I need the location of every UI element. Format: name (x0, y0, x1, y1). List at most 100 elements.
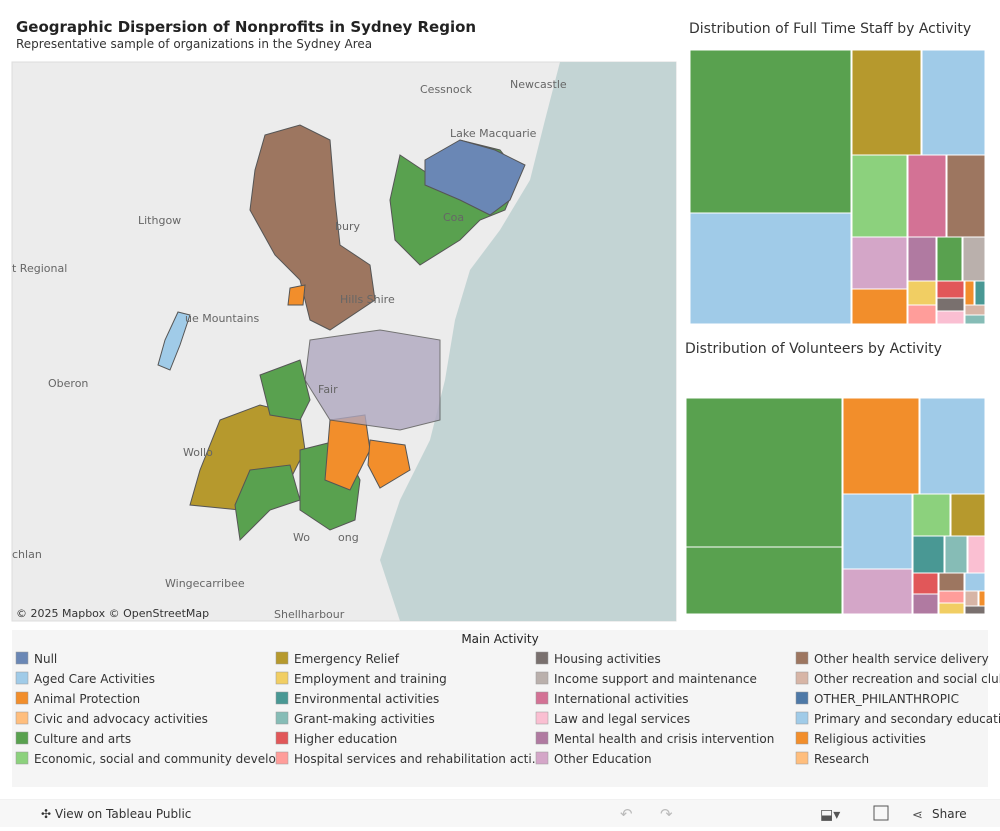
legend-label: Aged Care Activities (34, 672, 155, 686)
legend-label: Animal Protection (34, 692, 140, 706)
region (287, 284, 306, 306)
legend-swatch (15, 691, 29, 705)
treemap-cell (842, 397, 920, 495)
region (157, 311, 191, 371)
legend-swatch (535, 671, 549, 685)
legend-swatch (535, 751, 549, 765)
legend-label: Other health service delivery (814, 652, 989, 666)
treemap-cell (919, 397, 986, 495)
legend-swatch (795, 671, 809, 685)
treemap-cell (851, 154, 908, 238)
legend-label: Environmental activities (294, 692, 439, 706)
treemap-cell (938, 572, 965, 592)
treemap-cell (967, 535, 986, 574)
legend-swatch (15, 711, 29, 725)
attribution: © 2025 Mapbox © OpenStreetMap (16, 607, 209, 620)
legend-label: International activities (554, 692, 689, 706)
legend-swatch (535, 651, 549, 665)
treemap-cell (907, 280, 937, 306)
treemap-cell (950, 493, 986, 537)
treemap-cell (964, 590, 979, 607)
map[interactable]: Cessnock Newcastle Lake Macquarie Lithgow t … (11, 61, 677, 622)
treemap-full-time-staff[interactable] (689, 49, 986, 325)
download[interactable]: ⬓▾ (820, 807, 840, 823)
treemap-cell (907, 304, 937, 325)
place-label: Oberon (48, 377, 88, 390)
treemap-cell (685, 546, 843, 615)
treemap-cell (912, 572, 939, 595)
legend-label: Law and legal services (554, 712, 690, 726)
legend-label: Other recreation and social club (814, 672, 1000, 686)
treemap-cell (912, 535, 945, 574)
share-icon: ⋖ (912, 808, 923, 823)
treemap-cell (936, 297, 965, 312)
treemap-volunteers[interactable] (685, 397, 986, 615)
treemap-cell (851, 288, 908, 325)
fullscreen[interactable] (873, 805, 889, 821)
legend-label: Income support and maintenance (554, 672, 757, 686)
place-label: Wingecarribee (165, 577, 245, 590)
legend-swatch (15, 731, 29, 745)
place-label: Fair (318, 383, 338, 396)
legend-swatch (795, 751, 809, 765)
legend-label: Grant-making activities (294, 712, 435, 726)
place-label: Wollo (183, 446, 213, 459)
place-label: Lake Macquarie (450, 127, 537, 140)
treemap-cell (912, 493, 951, 537)
legend-box (12, 630, 988, 787)
legend-swatch (795, 691, 809, 705)
legend-label: Culture and arts (34, 732, 131, 746)
legend-swatch (275, 711, 289, 725)
treemap-cell (907, 154, 947, 238)
legend-swatch (15, 651, 29, 665)
legend-label: Emergency Relief (294, 652, 400, 666)
treemap-cell (964, 572, 986, 592)
treemap-cell (978, 590, 986, 607)
treemap-cell (921, 49, 986, 156)
treemap-cell (842, 568, 913, 615)
treemap-cell (974, 280, 986, 306)
treemap-title: Distribution of Full Time Staff by Activ… (689, 21, 971, 37)
place-label: ue Mountains (185, 312, 259, 325)
treemap-cell (964, 280, 975, 306)
place-label: Lithgow (138, 214, 181, 227)
legend-label: OTHER_PHILANTHROPIC (814, 692, 959, 706)
region (304, 329, 441, 431)
place-label: ong (338, 531, 359, 544)
treemap-cell (938, 590, 965, 604)
legend-label: Primary and secondary educati (814, 712, 1000, 726)
treemap-title: Distribution of Volunteers by Activity (685, 341, 942, 357)
treemap-cell (964, 304, 986, 316)
treemap-cell (936, 280, 965, 299)
treemap-cell (936, 310, 965, 325)
legend-label: Null (34, 652, 57, 666)
region (424, 139, 526, 216)
treemap-cell (689, 49, 852, 214)
treemap-cell (946, 154, 986, 238)
title: Geographic Dispersion of Nonprofits in S… (16, 18, 476, 36)
legend-label: Civic and advocacy activities (34, 712, 208, 726)
undo[interactable]: ↶ (620, 805, 633, 823)
redo[interactable]: ↷ (660, 805, 673, 823)
legend-swatch (15, 671, 29, 685)
place-label: t Regional (12, 262, 67, 275)
treemap-cell (689, 212, 852, 325)
treemap-cell (685, 397, 843, 548)
legend-swatch (535, 691, 549, 705)
legend-swatch (795, 731, 809, 745)
place-label: Wo (293, 531, 310, 544)
treemap-cell (842, 493, 913, 570)
share[interactable]: Share (932, 807, 967, 821)
legend-swatch (275, 731, 289, 745)
legend-swatch (795, 651, 809, 665)
legend-swatch (275, 691, 289, 705)
treemap-cell (912, 593, 939, 615)
place-label: Shellharbour (274, 608, 345, 621)
treemap-cell (907, 236, 937, 282)
treemap-cell (938, 602, 965, 615)
view-link[interactable]: View on Tableau Public (55, 807, 191, 821)
treemap-cell (851, 49, 922, 156)
place-label: Coa (443, 211, 464, 224)
